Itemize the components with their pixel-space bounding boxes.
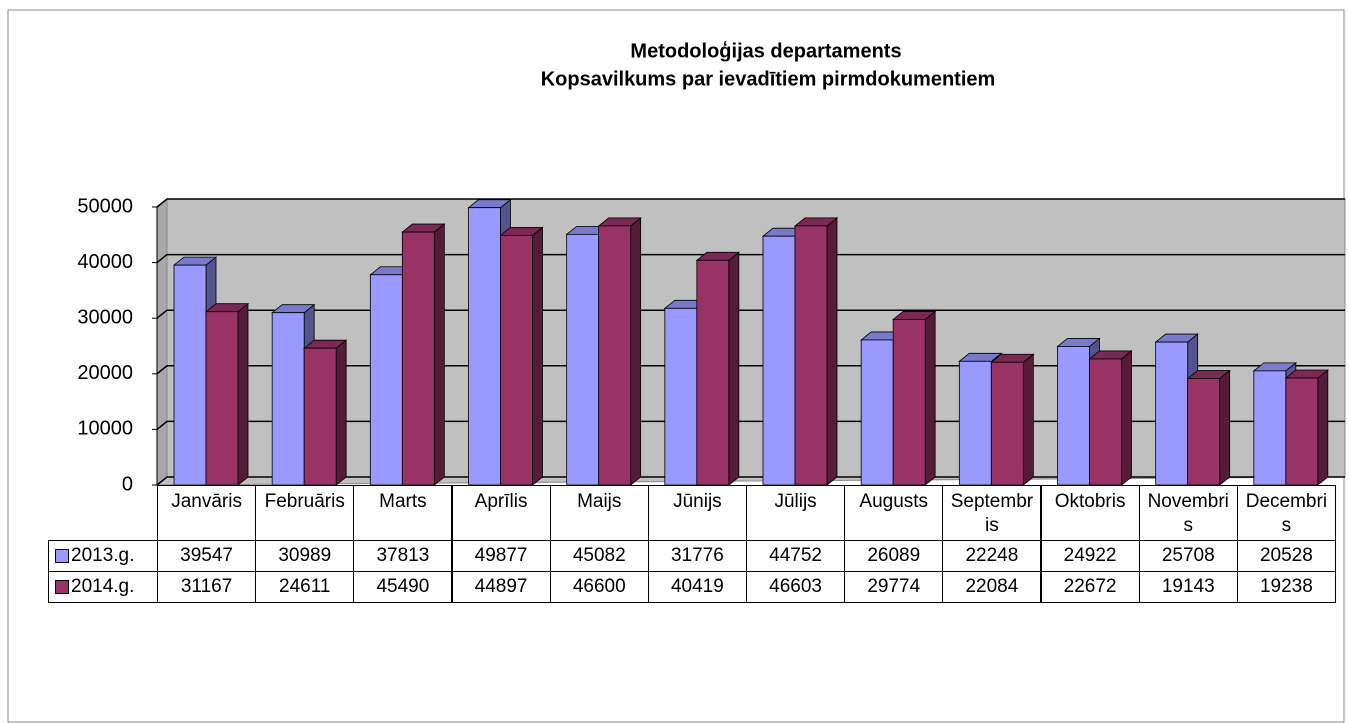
category-label: Oktobris xyxy=(1040,485,1140,541)
category-label: Novembris xyxy=(1138,485,1238,541)
grid-line xyxy=(156,253,1345,264)
bar xyxy=(762,235,796,486)
grid-line xyxy=(156,198,1345,208)
table-value: 45490 xyxy=(353,571,453,603)
table-value: 46600 xyxy=(549,571,649,603)
category-label: Jūlijs xyxy=(746,485,846,541)
grid-line xyxy=(156,476,1345,486)
bar xyxy=(794,225,828,486)
bar-side xyxy=(1022,353,1034,486)
table-value: 19143 xyxy=(1138,571,1238,603)
bar-side xyxy=(237,302,249,486)
bar xyxy=(1089,358,1122,486)
table-value: 22084 xyxy=(942,571,1042,603)
grid-line xyxy=(156,309,1345,319)
grid-line xyxy=(156,365,1345,375)
y-tick-label: 20000 xyxy=(77,362,133,384)
table-value: 49877 xyxy=(451,540,551,572)
bar xyxy=(468,207,501,486)
bar-side xyxy=(532,226,543,486)
bar xyxy=(173,264,207,486)
table-value: 40419 xyxy=(647,571,747,603)
table-value: 24922 xyxy=(1040,540,1140,572)
category-label: Janvāris xyxy=(157,485,257,541)
legend-swatch xyxy=(55,549,69,563)
table-value: 22248 xyxy=(942,540,1042,572)
category-label: Augusts xyxy=(844,485,944,541)
y-tick-label: 10000 xyxy=(77,418,133,440)
table-value: 39547 xyxy=(157,540,257,572)
y-tick-label: 30000 xyxy=(77,306,133,328)
category-label: Decembris xyxy=(1236,485,1336,541)
table-value: 37813 xyxy=(353,540,453,572)
chart-title: Metodoloģijas departaments xyxy=(630,40,901,62)
bar xyxy=(205,311,239,486)
table-value: 31776 xyxy=(647,540,747,572)
chart-subtitle: Kopsavilkums par ievadītiem pirmdokument… xyxy=(541,68,996,90)
table-value: 44897 xyxy=(451,571,551,603)
table-value: 19238 xyxy=(1236,571,1336,603)
bar-side xyxy=(433,223,445,486)
bar xyxy=(892,319,926,486)
legend-entry: 2013.g. xyxy=(48,540,158,572)
bar xyxy=(1187,378,1221,486)
table-value: 30989 xyxy=(255,540,355,572)
table-value: 24611 xyxy=(255,571,355,603)
bar-side xyxy=(1219,369,1231,486)
table-value: 44752 xyxy=(746,540,846,572)
table-value: 31167 xyxy=(157,571,257,603)
bar xyxy=(369,274,403,486)
bar xyxy=(271,312,305,486)
category-label: Maijs xyxy=(549,485,649,541)
grid-line xyxy=(156,420,1345,430)
bar xyxy=(598,225,632,486)
category-label: Septembris xyxy=(942,485,1042,541)
bar-side xyxy=(924,310,936,486)
bar-side xyxy=(1317,369,1329,486)
bar xyxy=(664,307,698,486)
table-value: 20528 xyxy=(1236,540,1336,572)
y-tick-label: 50000 xyxy=(77,195,133,217)
side-wall xyxy=(156,197,168,487)
category-label: Februāris xyxy=(255,485,355,541)
bar xyxy=(990,361,1024,486)
bar xyxy=(303,347,337,486)
category-label: Jūnijs xyxy=(647,485,747,541)
bar xyxy=(1253,370,1287,486)
table-value: 45082 xyxy=(549,540,649,572)
table-value: 46603 xyxy=(746,571,846,603)
y-tick-label: 40000 xyxy=(77,251,133,273)
bar xyxy=(860,339,894,486)
bar-side xyxy=(1121,350,1132,486)
table-value: 22672 xyxy=(1040,571,1140,603)
bar-side xyxy=(630,217,642,486)
bar-side xyxy=(728,251,740,486)
bar xyxy=(696,259,730,486)
bar xyxy=(401,231,435,486)
bar xyxy=(1155,341,1189,486)
table-value: 25708 xyxy=(1138,540,1238,572)
category-label: Marts xyxy=(353,485,453,541)
y-tick-label: 0 xyxy=(122,473,133,495)
bar xyxy=(500,234,533,486)
bar xyxy=(1057,346,1090,486)
table-value: 26089 xyxy=(844,540,944,572)
table-value: 29774 xyxy=(844,571,944,603)
bar xyxy=(566,233,600,486)
category-label: Aprīlis xyxy=(451,485,551,541)
bar-side xyxy=(826,217,838,486)
legend-entry: 2014.g. xyxy=(48,571,158,603)
bar xyxy=(1285,377,1319,486)
legend-swatch xyxy=(55,580,69,594)
bar xyxy=(958,360,992,486)
bar-side xyxy=(335,339,347,486)
